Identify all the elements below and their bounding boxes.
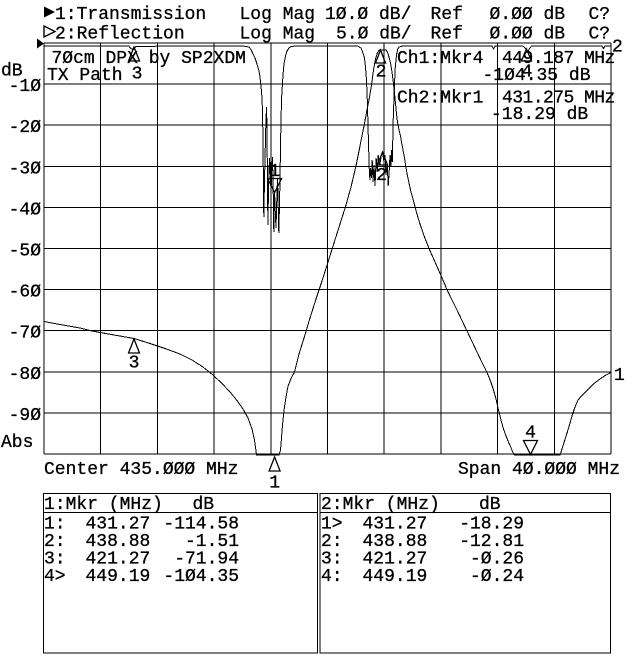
- svg-text:Ch1:Mkr4: Ch1:Mkr4: [397, 49, 483, 69]
- svg-text:Ø.ØØ dB: Ø.ØØ dB: [490, 5, 566, 25]
- svg-text:-3Ø: -3Ø: [9, 159, 42, 179]
- svg-text:1Ø.Ø dB/: 1Ø.Ø dB/: [325, 5, 411, 25]
- svg-text:1>: 1>: [321, 515, 343, 535]
- svg-text:3: 3: [132, 65, 143, 85]
- svg-text:431.27: 431.27: [363, 515, 428, 535]
- svg-text:-Ø.24: -Ø.24: [470, 567, 524, 587]
- svg-text:3:: 3:: [44, 550, 66, 570]
- svg-text:-7Ø: -7Ø: [9, 324, 42, 344]
- svg-text:5.Ø dB/: 5.Ø dB/: [336, 25, 412, 45]
- svg-text:1: 1: [269, 162, 280, 182]
- svg-text:-6Ø: -6Ø: [9, 283, 42, 303]
- svg-text:438.88: 438.88: [363, 532, 428, 552]
- svg-text:-1Ø4.35: -1Ø4.35: [163, 567, 239, 587]
- svg-text:431.275 MHz: 431.275 MHz: [502, 89, 615, 109]
- svg-text:2: 2: [612, 38, 623, 58]
- svg-text:2: 2: [376, 166, 387, 186]
- svg-text:Ch2:Mkr1: Ch2:Mkr1: [397, 89, 483, 109]
- svg-text:449.19: 449.19: [363, 567, 428, 587]
- svg-text:421.27: 421.27: [86, 550, 151, 570]
- svg-text:2:Reflection: 2:Reflection: [55, 25, 185, 45]
- svg-text:4:: 4:: [321, 567, 343, 587]
- svg-text:4: 4: [522, 63, 533, 83]
- svg-text:2: 2: [376, 63, 387, 83]
- svg-text:-Ø.26: -Ø.26: [470, 550, 524, 570]
- svg-text:dB: dB: [1, 62, 23, 82]
- svg-text:449.19: 449.19: [86, 567, 151, 587]
- svg-text:Ref: Ref: [431, 25, 463, 45]
- svg-text:Abs: Abs: [1, 433, 33, 453]
- svg-text:1: 1: [269, 474, 280, 494]
- svg-text:1:Mkr (MHz): 1:Mkr (MHz): [44, 495, 163, 515]
- svg-text:-18.29 dB: -18.29 dB: [491, 105, 588, 125]
- svg-text:-1Ø: -1Ø: [9, 77, 42, 97]
- svg-text:Center 435.ØØØ MHz: Center 435.ØØØ MHz: [44, 460, 238, 480]
- svg-text:Ø.ØØ dB: Ø.ØØ dB: [490, 25, 566, 45]
- svg-text:4: 4: [525, 424, 536, 444]
- svg-text:Ref: Ref: [431, 5, 463, 25]
- svg-text:2:: 2:: [44, 532, 66, 552]
- svg-text:1:Transmission: 1:Transmission: [55, 5, 206, 25]
- svg-text:3:: 3:: [321, 550, 343, 570]
- svg-text:-1.51: -1.51: [185, 532, 239, 552]
- svg-text:dB: dB: [479, 495, 501, 515]
- svg-text:-2Ø: -2Ø: [9, 118, 42, 138]
- svg-text:-18.29: -18.29: [459, 515, 524, 535]
- svg-text:431.27: 431.27: [86, 515, 151, 535]
- svg-text:421.27: 421.27: [363, 550, 428, 570]
- svg-text:TX Path: TX Path: [47, 66, 123, 86]
- svg-text:-71.94: -71.94: [174, 550, 239, 570]
- svg-text:1: 1: [614, 366, 625, 386]
- svg-text:-12.81: -12.81: [459, 532, 524, 552]
- svg-text:449.187 MHz: 449.187 MHz: [502, 49, 615, 69]
- svg-text:Span 4Ø.ØØØ MHz: Span 4Ø.ØØØ MHz: [458, 460, 620, 480]
- svg-text:C?: C?: [589, 25, 611, 45]
- svg-text:-114.58: -114.58: [163, 515, 239, 535]
- svg-text:2:Mkr (MHz): 2:Mkr (MHz): [321, 495, 440, 515]
- svg-text:7Øcm DPX by SP2XDM: 7Øcm DPX by SP2XDM: [52, 49, 246, 69]
- svg-text:438.88: 438.88: [86, 532, 151, 552]
- svg-text:2:: 2:: [321, 532, 343, 552]
- svg-text:-1Ø4.35 dB: -1Ø4.35 dB: [483, 66, 591, 86]
- svg-text:dB: dB: [193, 495, 215, 515]
- svg-text:3: 3: [129, 354, 140, 374]
- svg-text:Log Mag: Log Mag: [240, 25, 316, 45]
- svg-text:-9Ø: -9Ø: [9, 406, 42, 426]
- svg-text:1:: 1:: [44, 515, 66, 535]
- svg-text:-4Ø: -4Ø: [9, 200, 42, 220]
- svg-text:-8Ø: -8Ø: [9, 365, 42, 385]
- svg-text:Log Mag: Log Mag: [240, 5, 316, 25]
- svg-text:-5Ø: -5Ø: [9, 242, 42, 262]
- svg-text:4>: 4>: [44, 567, 66, 587]
- svg-text:C?: C?: [589, 5, 611, 25]
